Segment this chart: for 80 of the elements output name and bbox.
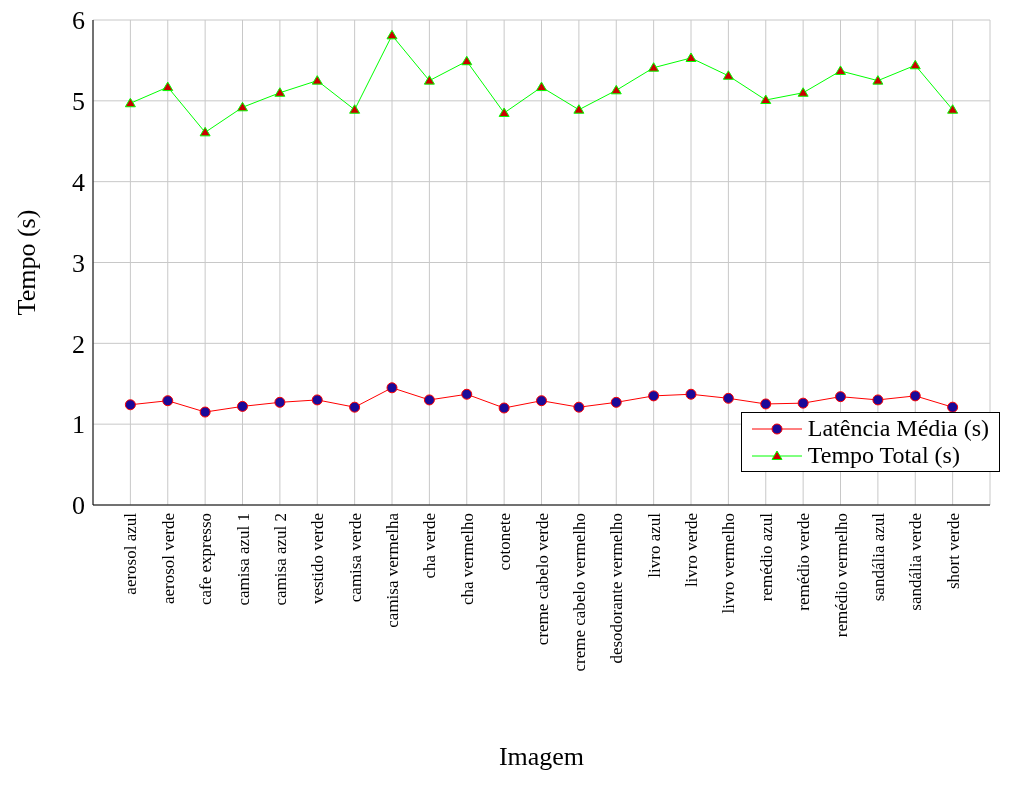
x-tick-label: creme cabelo vermelho [569, 513, 589, 672]
legend-label: Latência Média (s) [807, 415, 989, 442]
x-tick-label: aerosol verde [158, 513, 178, 605]
point [685, 388, 697, 400]
x-tick-label: livro vermelho [719, 513, 739, 614]
x-tick-label: livro verde [682, 513, 702, 588]
x-tick-label: cha vermelho [457, 513, 477, 606]
point [909, 59, 921, 70]
point [797, 87, 809, 97]
point [722, 392, 734, 404]
point [835, 391, 846, 403]
point [909, 390, 921, 402]
y-tick-label: 0 [72, 491, 85, 521]
point [760, 398, 772, 410]
x-tick-label: vestido verde [308, 513, 328, 605]
point [536, 81, 547, 92]
point [610, 396, 622, 408]
point [162, 395, 174, 407]
x-tick-label: sandália verde [906, 513, 926, 611]
x-tick-label: creme cabelo verde [532, 513, 552, 646]
point [423, 75, 435, 85]
x-tick-label: camisa azul 1 [233, 513, 253, 606]
y-tick-label: 6 [72, 6, 85, 36]
point [573, 104, 585, 114]
point [386, 29, 398, 40]
point [835, 65, 846, 75]
y-tick-label: 5 [72, 87, 85, 117]
x-tick-label: sandália azul [868, 512, 888, 602]
point [461, 55, 473, 66]
legend-label: Tempo Total (s) [807, 442, 960, 469]
point [536, 395, 547, 407]
point [274, 396, 286, 408]
point [199, 406, 211, 418]
x-tick-label: remédio azul [756, 512, 776, 602]
point [872, 394, 884, 406]
x-tick-label: short verde [943, 513, 963, 590]
point [947, 401, 959, 413]
point [498, 402, 510, 414]
point [162, 81, 174, 92]
point [124, 97, 136, 108]
point [386, 382, 398, 394]
point [797, 397, 809, 409]
x-tick-label: aerosol azul [121, 512, 141, 595]
x-tick-label: cotonete [495, 513, 515, 571]
x-tick-label: camisa azul 2 [270, 513, 290, 606]
x-axis-title: Imagem [498, 742, 585, 772]
x-tick-label: camisa verde [345, 513, 365, 603]
point [685, 52, 697, 62]
x-tick-label: livro azul [644, 512, 664, 578]
point [947, 104, 959, 114]
point [237, 101, 248, 112]
x-tick-label: cafe expresso [196, 513, 216, 606]
point [311, 75, 323, 85]
y-tick-label: 2 [72, 329, 85, 359]
point [311, 394, 323, 406]
point [760, 94, 772, 105]
point [274, 87, 286, 97]
point [648, 390, 660, 402]
point [498, 107, 510, 117]
x-tick-label: cha verde [420, 513, 440, 579]
x-tick-label: camisa vermelha [383, 512, 403, 628]
x-tick-label: desodorante vermelho [607, 513, 627, 664]
y-tick-label: 3 [72, 248, 85, 278]
y-tick-label: 1 [72, 410, 85, 440]
x-tick-label: remédio vermelho [831, 513, 851, 638]
point [199, 126, 211, 137]
point [610, 84, 622, 95]
point [648, 62, 660, 72]
point [722, 70, 734, 80]
y-axis-title: Tempo (s) [12, 209, 42, 316]
point [349, 401, 361, 413]
point [349, 104, 361, 114]
point [461, 388, 473, 400]
point [124, 399, 136, 411]
point [872, 75, 884, 85]
point [423, 394, 435, 406]
point [237, 400, 248, 412]
point [573, 401, 585, 413]
y-tick-label: 4 [72, 167, 85, 197]
x-tick-label: remédio verde [794, 513, 814, 611]
